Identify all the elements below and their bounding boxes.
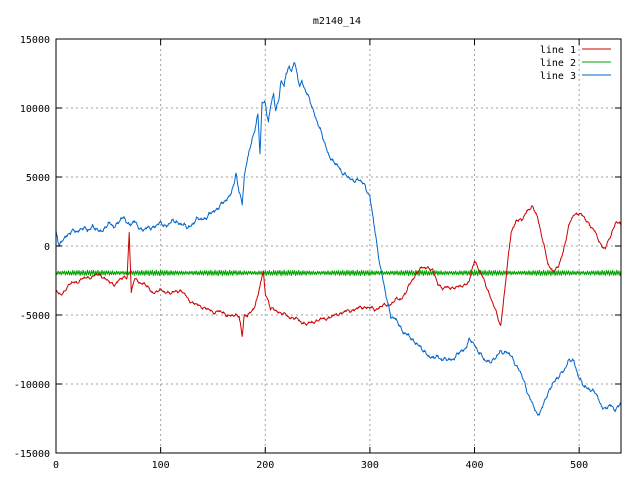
legend: line 1 line 2 line 3 [540, 45, 611, 82]
chart-title: m2140_14 [313, 16, 361, 27]
y-tick-label-5: 10000 [20, 104, 50, 115]
y-tick-label-6: 15000 [20, 35, 50, 46]
x-tick-label-5: 500 [570, 460, 588, 471]
legend-label-2: line 2 [540, 58, 576, 69]
y-tick-label-4: 5000 [26, 173, 50, 184]
series-3-line [55, 62, 622, 416]
y-axis: -15000 -10000 -5000 0 5000 10000 15000 [14, 35, 621, 460]
series-1-line [55, 205, 622, 337]
legend-label-3: line 3 [540, 71, 576, 82]
x-tick-label-0: 0 [53, 460, 59, 471]
y-tick-label-2: -5000 [20, 311, 50, 322]
series-group [55, 62, 622, 416]
grid [56, 39, 621, 453]
x-tick-label-1: 100 [152, 460, 170, 471]
y-tick-label-0: -15000 [14, 449, 50, 460]
y-tick-label-3: 0 [44, 242, 50, 253]
x-axis: 0 100 200 300 400 500 [53, 39, 588, 471]
y-tick-label-1: -10000 [14, 380, 50, 391]
x-tick-label-4: 400 [465, 460, 483, 471]
x-tick-label-3: 300 [361, 460, 379, 471]
x-tick-label-2: 200 [256, 460, 274, 471]
legend-label-1: line 1 [540, 45, 576, 56]
series-2-line [55, 269, 622, 277]
